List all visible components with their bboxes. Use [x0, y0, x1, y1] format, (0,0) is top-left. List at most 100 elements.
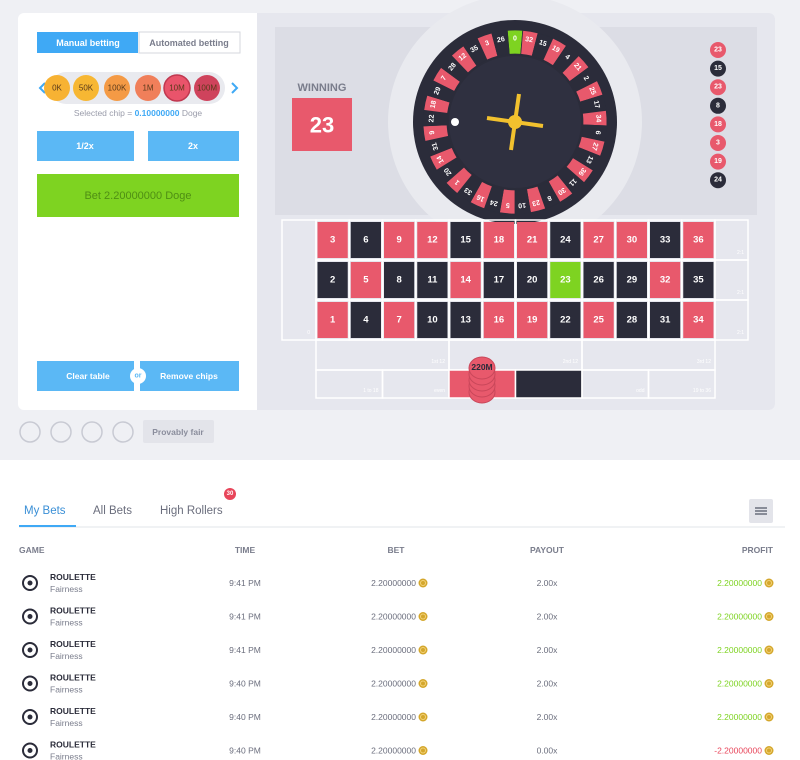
- number-cell[interactable]: [317, 262, 348, 298]
- number-label[interactable]: 22: [560, 315, 571, 326]
- number-cell[interactable]: [417, 302, 448, 338]
- number-cell[interactable]: [550, 262, 581, 298]
- number-cell[interactable]: [450, 262, 481, 298]
- number-cell[interactable]: [417, 262, 448, 298]
- number-cell[interactable]: [650, 222, 681, 258]
- number-cell[interactable]: [550, 302, 581, 338]
- number-cell[interactable]: [650, 302, 681, 338]
- number-label[interactable]: 13: [460, 315, 471, 326]
- number-cell[interactable]: [317, 222, 348, 258]
- arrow-left[interactable]: [38, 82, 46, 94]
- number-label[interactable]: 8: [396, 275, 401, 286]
- number-label[interactable]: 23: [560, 275, 571, 286]
- number-cell[interactable]: [350, 222, 381, 258]
- tab-manual[interactable]: [37, 32, 138, 53]
- number-cell[interactable]: [583, 302, 614, 338]
- tab-automated[interactable]: [138, 31, 241, 54]
- chip-label[interactable]: 10M: [169, 84, 185, 93]
- number-label[interactable]: 27: [593, 235, 604, 246]
- number-cell[interactable]: [650, 262, 681, 298]
- tool-icon[interactable]: [19, 421, 41, 443]
- number-cell[interactable]: [450, 302, 481, 338]
- clear-button[interactable]: [37, 361, 134, 391]
- number-label[interactable]: 4: [363, 315, 369, 326]
- number-cell[interactable]: [616, 302, 647, 338]
- number-label[interactable]: 29: [627, 275, 638, 286]
- number-label[interactable]: 7: [396, 315, 401, 326]
- number-label[interactable]: 21: [527, 235, 538, 246]
- double-button[interactable]: [148, 131, 239, 161]
- number-cell[interactable]: [616, 222, 647, 258]
- chip[interactable]: [44, 75, 70, 101]
- number-cell[interactable]: [683, 302, 714, 338]
- number-label[interactable]: 32: [660, 275, 671, 286]
- button-label[interactable]: 1/2x: [76, 141, 94, 151]
- bets-tab[interactable]: All Bets: [93, 505, 132, 517]
- outside-cell[interactable]: [514, 369, 583, 399]
- number-label[interactable]: 20: [527, 275, 538, 286]
- number-label[interactable]: 34: [693, 315, 704, 326]
- chip-label[interactable]: 100K: [108, 84, 127, 93]
- number-label[interactable]: 18: [494, 235, 505, 246]
- number-cell[interactable]: [616, 262, 647, 298]
- number-label[interactable]: 10: [427, 315, 438, 326]
- fairness-link[interactable]: Fairness: [50, 718, 83, 728]
- button-label[interactable]: 2x: [188, 141, 198, 151]
- number-label[interactable]: 16: [494, 315, 505, 326]
- number-cell[interactable]: [384, 302, 415, 338]
- number-label[interactable]: 26: [593, 275, 604, 286]
- button-label[interactable]: Remove chips: [160, 371, 218, 381]
- outside-cell[interactable]: [647, 369, 716, 399]
- arrow-right[interactable]: [231, 82, 239, 94]
- provably-fair-label[interactable]: Provably fair: [152, 427, 204, 437]
- tool-icon[interactable]: [112, 421, 134, 443]
- number-label[interactable]: 19: [527, 315, 538, 326]
- chip[interactable]: [104, 75, 130, 101]
- number-cell[interactable]: [517, 262, 548, 298]
- chip-label[interactable]: 100M: [197, 84, 217, 93]
- number-label[interactable]: 36: [693, 235, 704, 246]
- bets-tab[interactable]: My Bets: [24, 505, 66, 517]
- number-label[interactable]: 14: [460, 275, 471, 286]
- number-label[interactable]: 28: [627, 315, 638, 326]
- fairness-link[interactable]: Fairness: [50, 651, 83, 661]
- chip[interactable]: [163, 74, 191, 102]
- fairness-link[interactable]: Fairness: [50, 584, 83, 594]
- number-cell[interactable]: [683, 222, 714, 258]
- number-cell[interactable]: [483, 302, 514, 338]
- number-label[interactable]: 35: [693, 275, 704, 286]
- provably-fair-button[interactable]: [143, 420, 214, 443]
- number-label[interactable]: 17: [494, 275, 505, 286]
- number-label[interactable]: 24: [560, 235, 571, 246]
- bet-button-label[interactable]: Bet 2.20000000 Doge: [84, 190, 191, 202]
- number-label[interactable]: 11: [427, 275, 438, 286]
- number-label[interactable]: 15: [460, 235, 471, 246]
- number-label[interactable]: 5: [363, 275, 369, 286]
- number-label[interactable]: 12: [427, 235, 438, 246]
- number-label[interactable]: 30: [627, 235, 638, 246]
- bet-button[interactable]: [37, 174, 239, 217]
- chip[interactable]: [135, 75, 161, 101]
- number-label[interactable]: 33: [660, 235, 671, 246]
- number-label[interactable]: 2: [330, 275, 335, 286]
- number-cell[interactable]: [483, 262, 514, 298]
- button-label[interactable]: Clear table: [66, 371, 110, 381]
- tool-icon[interactable]: [81, 421, 103, 443]
- chip[interactable]: [194, 75, 220, 101]
- number-cell[interactable]: [483, 222, 514, 258]
- number-label[interactable]: 31: [660, 315, 671, 326]
- column-cell[interactable]: [714, 299, 749, 341]
- number-cell[interactable]: [517, 302, 548, 338]
- chip-label[interactable]: 50K: [79, 84, 94, 93]
- number-cell[interactable]: [517, 222, 548, 258]
- number-cell[interactable]: [350, 262, 381, 298]
- number-cell[interactable]: [350, 302, 381, 338]
- number-label[interactable]: 25: [593, 315, 604, 326]
- number-cell[interactable]: [450, 222, 481, 258]
- remove-button[interactable]: [140, 361, 239, 391]
- half-button[interactable]: [37, 131, 134, 161]
- number-label[interactable]: 9: [396, 235, 401, 246]
- number-label[interactable]: 6: [363, 235, 368, 246]
- bets-tab[interactable]: High Rollers: [160, 505, 223, 517]
- fairness-link[interactable]: Fairness: [50, 752, 83, 760]
